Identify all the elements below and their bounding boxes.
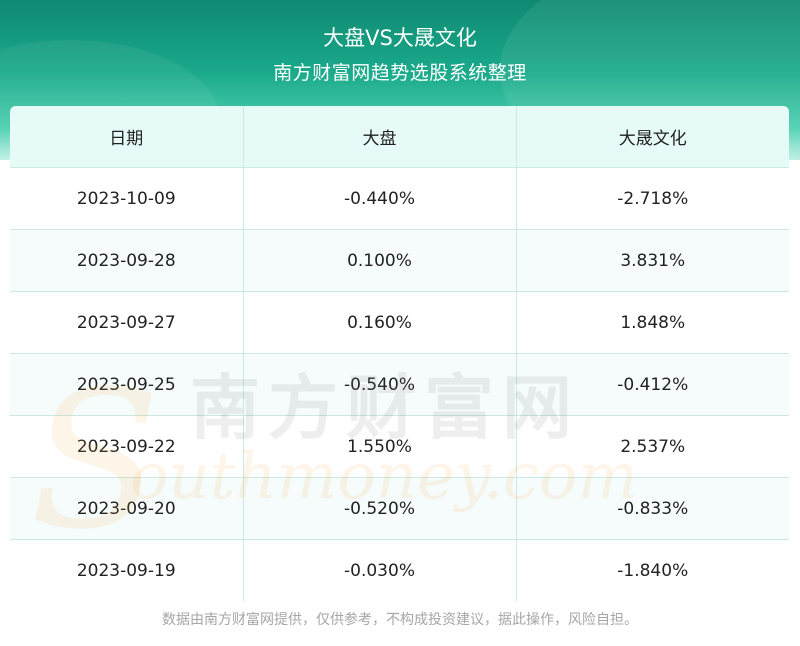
page-title: 大盘VS大晟文化: [323, 26, 477, 50]
stock-change-cell: 2.537%: [516, 415, 789, 478]
column-header-date: 日期: [10, 106, 244, 168]
stock-change-cell: 1.848%: [516, 291, 789, 354]
stock-change-cell: 3.831%: [516, 229, 789, 292]
table-row: 2023-09-20 -0.520% -0.833%: [10, 477, 789, 540]
market-change-cell: -0.540%: [243, 353, 517, 416]
table-row: 2023-09-27 0.160% 1.848%: [10, 291, 789, 354]
table-row: 2023-09-19 -0.030% -1.840%: [10, 539, 789, 601]
market-change-cell: 1.550%: [243, 415, 517, 478]
stock-change-cell: -2.718%: [516, 167, 789, 230]
date-cell: 2023-10-09: [10, 167, 244, 230]
comparison-table: 日期 大盘 大晟文化 2023-10-09 -0.440% -2.718% 20…: [10, 106, 789, 601]
market-change-cell: 0.160%: [243, 291, 517, 354]
stock-change-cell: -0.412%: [516, 353, 789, 416]
table-row: 2023-09-22 1.550% 2.537%: [10, 415, 789, 478]
stock-change-cell: -0.833%: [516, 477, 789, 540]
header-banner: 大盘VS大晟文化 南方财富网趋势选股系统整理: [0, 0, 800, 160]
market-change-cell: -0.030%: [243, 539, 517, 601]
column-header-stock: 大晟文化: [516, 106, 789, 168]
market-change-cell: 0.100%: [243, 229, 517, 292]
page-subtitle: 南方财富网趋势选股系统整理: [273, 62, 527, 84]
column-header-market: 大盘: [243, 106, 517, 168]
market-change-cell: -0.440%: [243, 167, 517, 230]
date-cell: 2023-09-27: [10, 291, 244, 354]
stock-change-cell: -1.840%: [516, 539, 789, 601]
date-cell: 2023-09-28: [10, 229, 244, 292]
market-change-cell: -0.520%: [243, 477, 517, 540]
date-cell: 2023-09-20: [10, 477, 244, 540]
table-header-row: 日期 大盘 大晟文化: [10, 106, 789, 168]
date-cell: 2023-09-25: [10, 353, 244, 416]
date-cell: 2023-09-19: [10, 539, 244, 601]
table-row: 2023-09-28 0.100% 3.831%: [10, 229, 789, 292]
date-cell: 2023-09-22: [10, 415, 244, 478]
table-row: 2023-09-25 -0.540% -0.412%: [10, 353, 789, 416]
comparison-table-card: 日期 大盘 大晟文化 2023-10-09 -0.440% -2.718% 20…: [10, 106, 789, 601]
footer-disclaimer: 数据由南方财富网提供，仅供参考，不构成投资建议，据此操作，风险自担。: [162, 612, 638, 628]
table-row: 2023-10-09 -0.440% -2.718%: [10, 167, 789, 230]
